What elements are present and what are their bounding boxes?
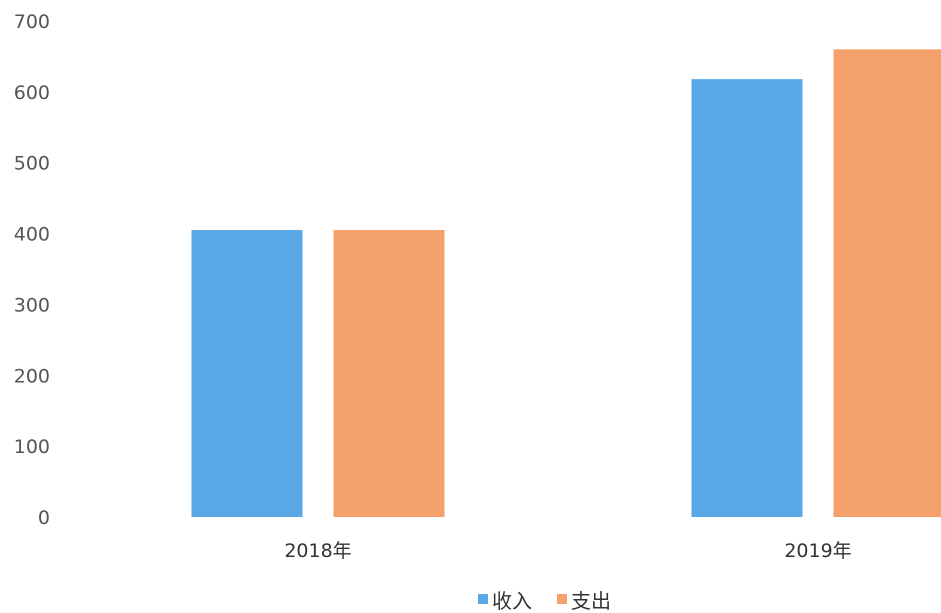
y-tick-label: 600 [14,82,50,104]
x-category-label: 2018年 [284,540,351,562]
legend-label: 支出 [571,589,611,613]
legend-swatch [478,594,488,604]
bar-expense-0 [333,230,445,517]
y-tick-label: 200 [14,365,50,387]
bar-income-1 [691,79,803,518]
legend: 收入 支出 [478,589,611,613]
y-tick-label: 400 [14,224,50,246]
x-category-label: 2019年 [784,540,851,562]
legend-label: 收入 [492,589,532,613]
y-tick-label: 0 [38,507,50,529]
bar-income-0 [191,230,303,517]
bar-expense-1 [833,49,941,517]
legend-swatch [557,594,567,604]
y-tick-label: 300 [14,294,50,316]
bars [191,49,941,518]
x-axis-labels: 2018年 2019年 [284,540,851,562]
y-axis-ticks: 0 100 200 300 400 500 600 700 [14,11,50,529]
y-tick-label: 100 [14,436,50,458]
y-tick-label: 700 [14,11,50,33]
y-tick-label: 500 [14,153,50,175]
